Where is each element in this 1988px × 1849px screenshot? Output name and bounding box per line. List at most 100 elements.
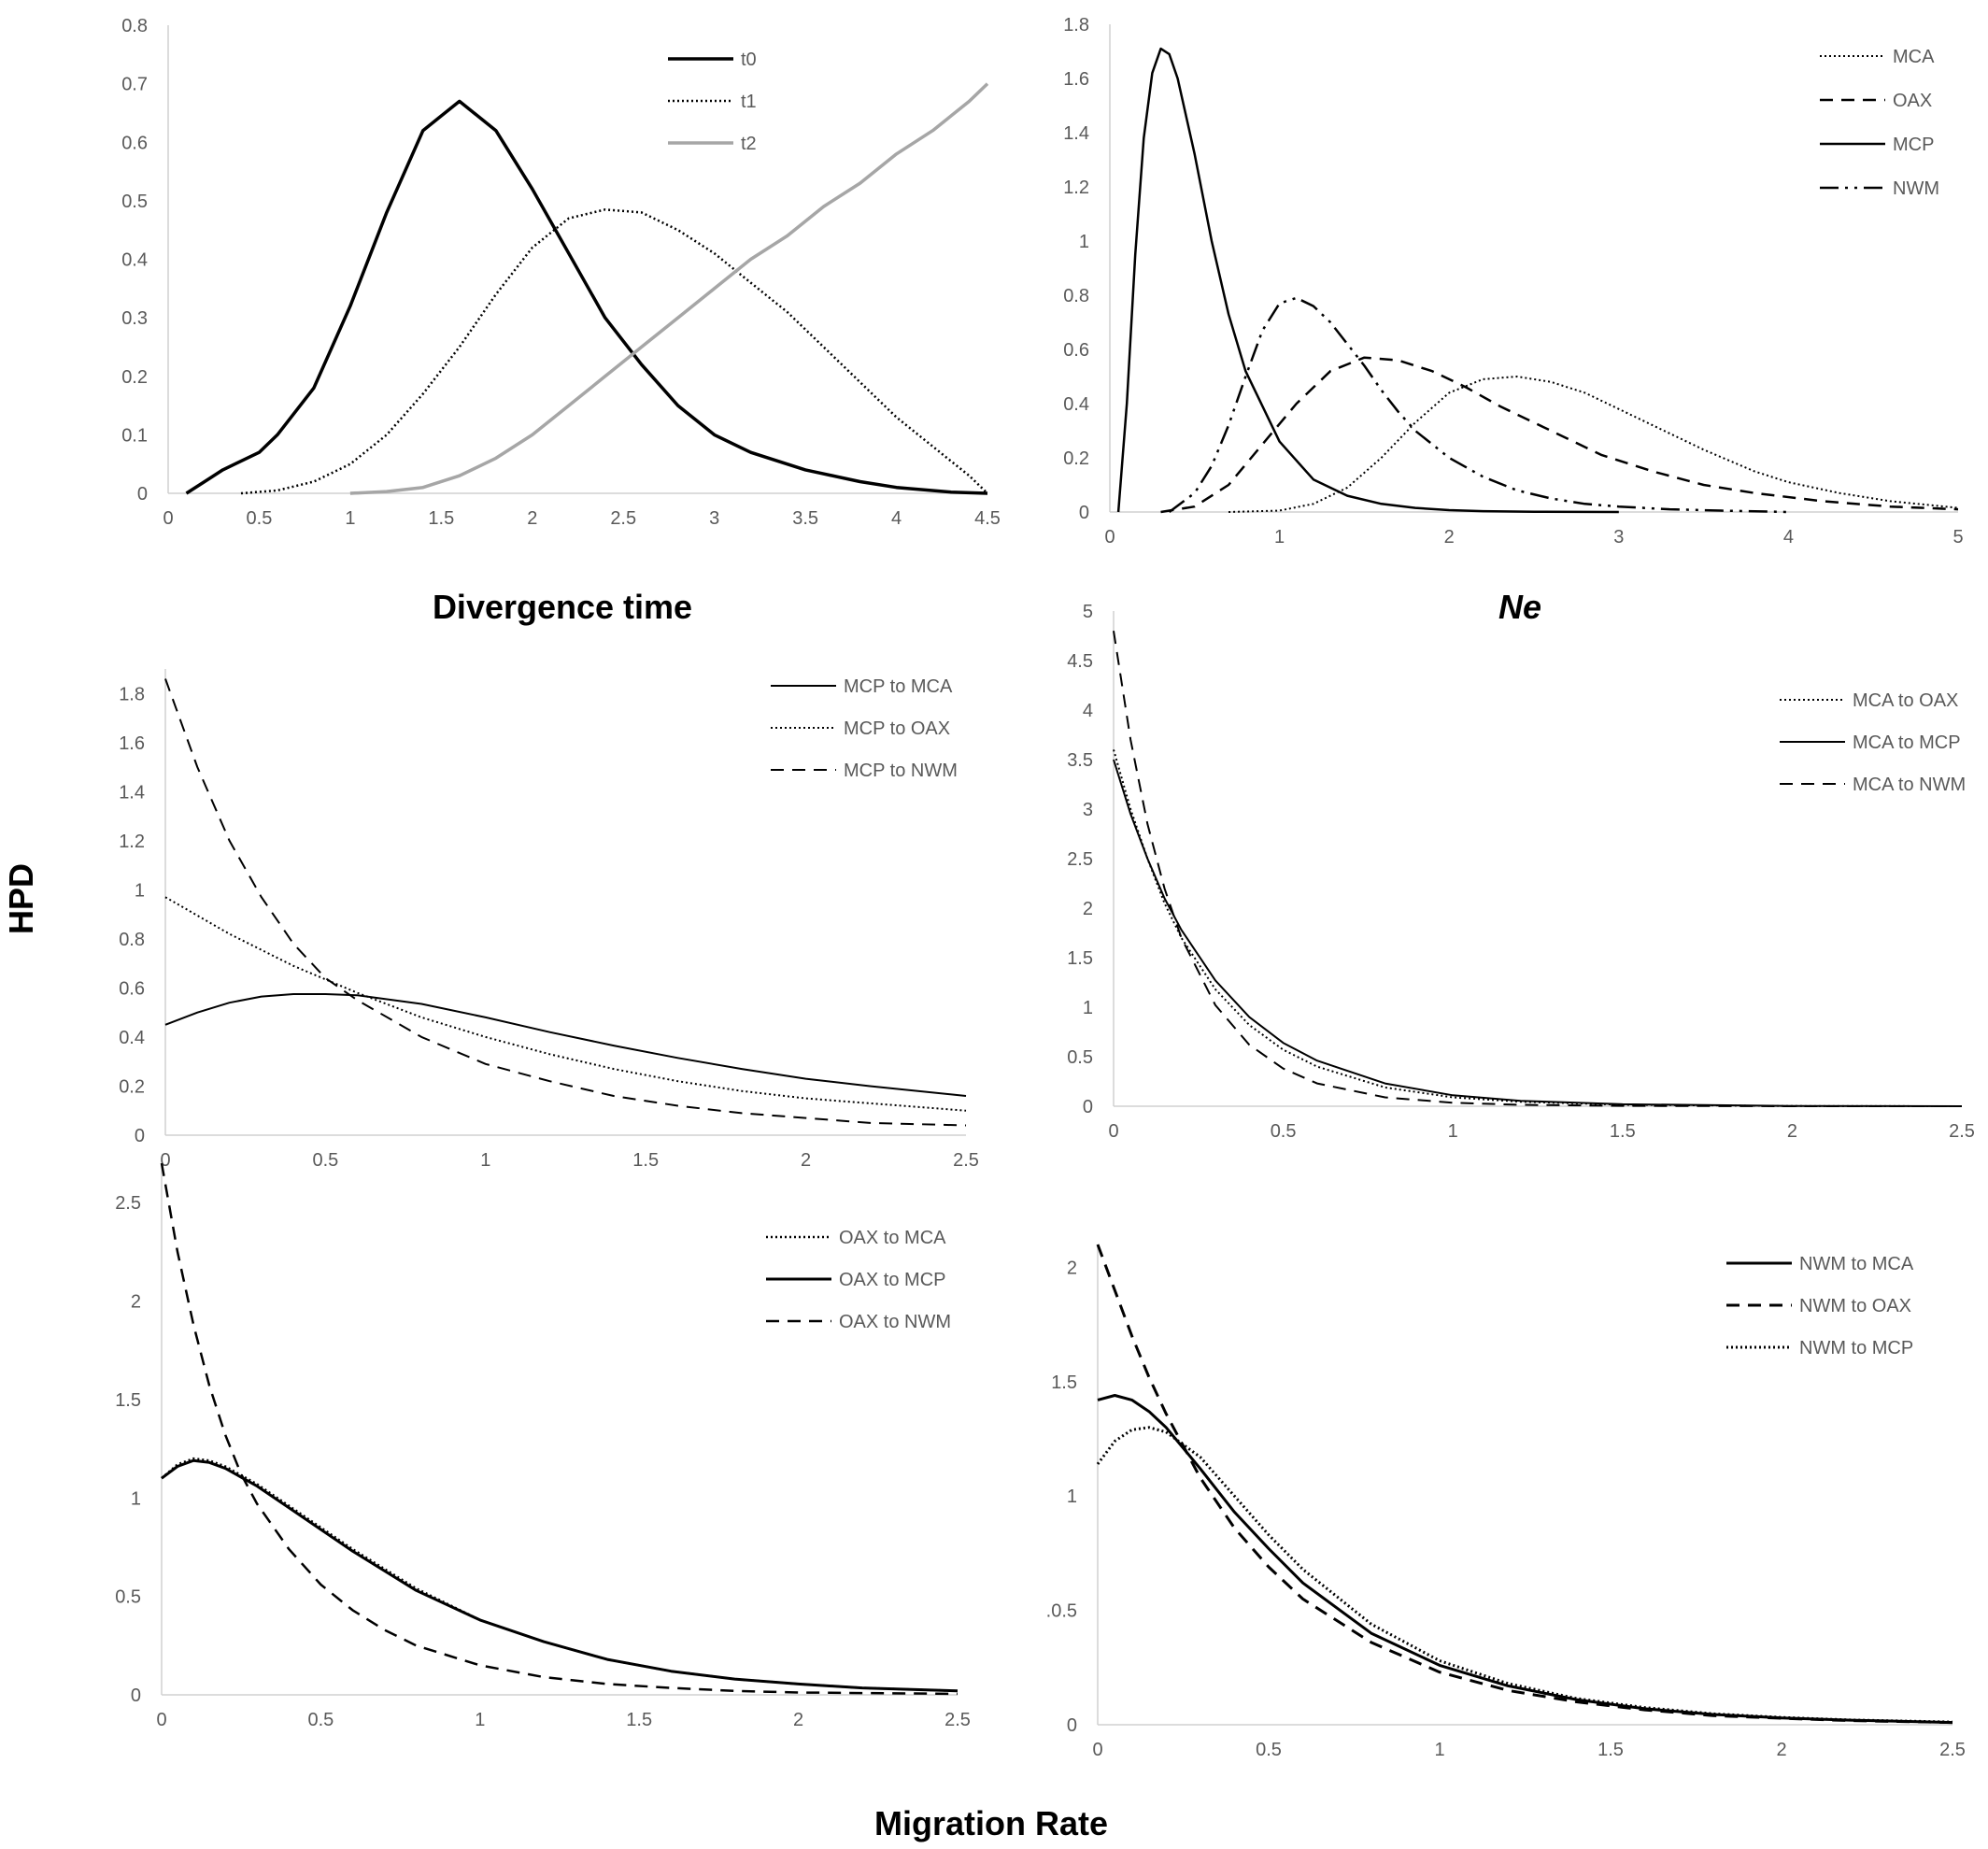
x-tick-label: 1 <box>480 1150 490 1171</box>
y-tick-label: 0.4 <box>1063 394 1089 415</box>
series-line-mca <box>1228 376 1959 513</box>
y-tick-label: 1 <box>1079 232 1089 252</box>
chart-ne: 0 1 2 3 4 5 0 0.2 0.4 0.6 0.8 1 1.2 1.4 1.6 1.8 MCA OAX MC… <box>1063 15 1963 548</box>
y-tick-label: 0.7 <box>121 75 148 95</box>
y-tick-label: 1 <box>1067 1486 1077 1507</box>
y-tick-label: 0.5 <box>115 1587 141 1608</box>
series-line-oax-to-mcp <box>161 1458 958 1693</box>
legend-label: OAX to MCP <box>839 1270 945 1290</box>
legend-label: MCA to OAX <box>1853 690 1958 711</box>
y-tick-label: 0 <box>137 484 148 505</box>
legend-label: MCA <box>1893 47 1935 67</box>
y-tick-label: 0.5 <box>1067 1047 1093 1068</box>
legend-label: t0 <box>741 50 757 70</box>
x-tick-label: 1 <box>1274 527 1285 548</box>
x-tick-label: 0.5 <box>312 1150 338 1171</box>
series-line-t2 <box>349 82 989 495</box>
legend-label: t2 <box>741 134 757 154</box>
series-line-t1 <box>240 208 988 495</box>
legend-label: MCP to MCA <box>844 676 953 697</box>
series-line-mcp <box>1116 47 1619 514</box>
x-tick-label: 0 <box>1104 527 1115 548</box>
x-tick-label: 2 <box>1787 1121 1797 1142</box>
y-tick-label: 0 <box>135 1126 145 1146</box>
y-tick-label: 1.8 <box>119 684 145 704</box>
legend-label: OAX to MCA <box>839 1228 946 1248</box>
legend-label: t1 <box>741 92 757 112</box>
y-tick-label: 0.8 <box>121 16 148 36</box>
series-line-nwm-to-mcp <box>1096 1426 1953 1724</box>
legend-label: MCP to OAX <box>844 718 950 739</box>
chart-mca: 0 0.5 1 1.5 2 2.5 0 0.5 1 1.5 2 2.5 3 3.5 4 4.5 5 MCA to … <box>1067 602 1975 1142</box>
chart-divergence: 0 0.5 1 1.5 2 2.5 3 3.5 4 4.5 0 0.1 0.2 0.3 0.4 0.5 0.6 0… <box>121 16 1001 529</box>
y-tick-label: 1.5 <box>115 1390 141 1411</box>
y-tick-label: 2 <box>1067 1258 1077 1278</box>
legend-label: NWM <box>1893 178 1939 199</box>
x-tick-label: 3 <box>709 508 719 529</box>
legend-label: MCA to MCP <box>1853 732 1961 753</box>
series-line-mca-to-oax <box>1113 749 1963 1107</box>
legend-label: NWM to MCA <box>1799 1254 1914 1274</box>
legend-label: MCP to NWM <box>844 761 958 781</box>
x-tick-label: 4 <box>1783 527 1794 548</box>
x-tick-label: 3.5 <box>792 508 818 529</box>
x-tick-label: 1 <box>1434 1740 1444 1760</box>
y-tick-label: 0 <box>1079 503 1089 523</box>
series-line-mcp-to-oax <box>164 896 967 1112</box>
y-tick-label: 2.5 <box>1067 849 1093 870</box>
x-tick-label: 0 <box>1092 1740 1102 1760</box>
x-tick-label: 1 <box>475 1710 485 1730</box>
y-tick-label: 1.4 <box>1063 123 1089 144</box>
y-tick-label: 1.5 <box>1067 948 1093 969</box>
series-line-mca-to-mcp <box>1113 759 1963 1107</box>
y-tick-label: 0 <box>1083 1097 1093 1117</box>
y-tick-label: 0.3 <box>121 308 148 329</box>
y-tick-label: 0 <box>1067 1715 1077 1736</box>
x-tick-label: 2.5 <box>610 508 636 529</box>
y-tick-label: 1 <box>131 1488 141 1509</box>
y-tick-label: 0.6 <box>119 978 145 999</box>
x-tick-label: 2 <box>1444 527 1455 548</box>
x-tick-label: 2 <box>527 508 537 529</box>
x-tick-label: 0.5 <box>307 1710 334 1730</box>
y-tick-label: 0.8 <box>119 930 145 950</box>
x-tick-label: 0 <box>156 1710 166 1730</box>
x-tick-label: 0 <box>160 1150 170 1171</box>
legend-label: NWM to MCP <box>1799 1338 1913 1358</box>
x-tick-label: 1.5 <box>626 1710 652 1730</box>
x-tick-label: 1 <box>345 508 355 529</box>
x-tick-label: 0.5 <box>1256 1740 1282 1760</box>
x-tick-label: 0 <box>163 508 173 529</box>
x-tick-label: 1 <box>1448 1121 1458 1142</box>
x-tick-label: 3 <box>1613 527 1624 548</box>
series-line-oax-to-mca <box>161 1457 958 1693</box>
y-tick-label: 5 <box>1083 602 1093 622</box>
series-line-t0 <box>185 99 988 495</box>
y-tick-label: 0.6 <box>1063 340 1089 361</box>
y-tick-label: 2 <box>131 1292 141 1313</box>
series-line-mcp-to-mca <box>164 993 967 1097</box>
legend-label: NWM to OAX <box>1799 1296 1911 1316</box>
y-tick-label: 1.2 <box>119 832 145 852</box>
y-tick-label: 0.2 <box>1063 448 1089 469</box>
x-tick-label: 1.5 <box>428 508 454 529</box>
legend-label: MCA to NWM <box>1853 775 1966 795</box>
y-tick-label: 0.2 <box>121 367 148 388</box>
x-tick-label: 2 <box>801 1150 811 1171</box>
chart-oax: 0 0.5 1 1.5 2 2.5 0 0.5 1 1.5 2 2.5 OAX to MCA OAX to… <box>115 1162 971 1730</box>
y-tick-label: 0.4 <box>119 1028 145 1048</box>
chart-panels: 0 0.5 1 1.5 2 2.5 3 3.5 4 4.5 0 0.1 0.2 0.3 0.4 0.5 0.6 0… <box>115 15 1975 1760</box>
chart-mcp: 0 0.5 1 1.5 2 2.5 0 0.2 0.4 0.6 0.8 1 1.2 1.4 1.6 1.8 MC… <box>119 669 979 1171</box>
x-tick-label: 2.5 <box>944 1710 971 1730</box>
migration-rate-label: Migration Rate <box>874 1804 1108 1842</box>
x-tick-label: 0.5 <box>247 508 273 529</box>
y-tick-label: 0.8 <box>1063 286 1089 306</box>
y-tick-label: 1 <box>135 880 145 901</box>
y-tick-label: 3 <box>1083 800 1093 820</box>
x-tick-label: 0.5 <box>1271 1121 1297 1142</box>
x-tick-label: 4.5 <box>974 508 1001 529</box>
y-tick-label: 4 <box>1083 701 1093 721</box>
x-tick-label: 2.5 <box>1949 1121 1975 1142</box>
y-tick-label: 0.1 <box>121 425 148 446</box>
